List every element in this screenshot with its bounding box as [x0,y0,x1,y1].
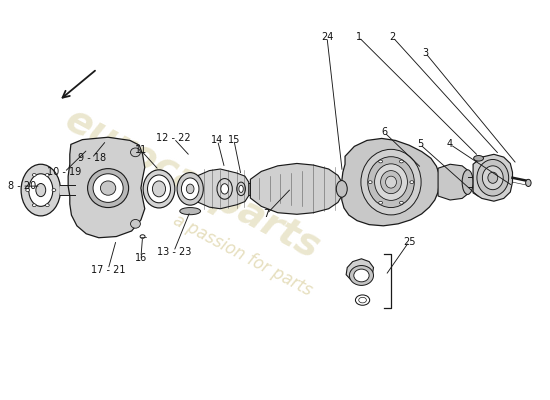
Ellipse shape [32,174,36,176]
Text: eurocarparts: eurocarparts [59,101,327,267]
Ellipse shape [93,174,123,202]
Text: 25: 25 [403,237,415,247]
Ellipse shape [236,182,245,196]
Ellipse shape [29,174,53,206]
Text: 9 - 18: 9 - 18 [78,153,106,163]
Ellipse shape [46,174,50,176]
Polygon shape [473,154,513,201]
Ellipse shape [474,156,483,161]
Ellipse shape [217,178,232,199]
Ellipse shape [368,181,372,184]
Ellipse shape [52,189,56,192]
Text: 1: 1 [356,32,362,42]
Ellipse shape [361,149,421,215]
Polygon shape [250,164,342,214]
Ellipse shape [410,181,414,184]
Ellipse shape [239,185,243,192]
Text: 13 - 23: 13 - 23 [157,247,191,257]
Polygon shape [342,138,439,226]
Polygon shape [346,259,373,282]
Ellipse shape [130,220,140,228]
Polygon shape [438,164,468,200]
Ellipse shape [354,269,369,282]
Ellipse shape [143,170,175,208]
Ellipse shape [36,184,46,197]
Text: 14: 14 [211,136,224,146]
Ellipse shape [386,176,397,188]
Ellipse shape [336,180,347,197]
Ellipse shape [359,297,366,303]
Polygon shape [196,169,249,209]
Ellipse shape [101,181,115,195]
Ellipse shape [32,204,36,206]
Ellipse shape [87,169,129,208]
Ellipse shape [221,184,228,194]
Text: a passion for parts: a passion for parts [169,211,315,300]
Ellipse shape [379,201,383,204]
Text: 10 - 19: 10 - 19 [47,167,81,177]
Ellipse shape [482,166,503,190]
Ellipse shape [147,175,170,203]
Text: 11: 11 [135,145,147,155]
Text: 2: 2 [389,32,396,42]
Polygon shape [68,137,145,238]
Text: 6: 6 [381,128,388,138]
Ellipse shape [46,204,50,206]
Ellipse shape [180,208,201,215]
Ellipse shape [375,164,408,200]
Ellipse shape [355,295,370,305]
Ellipse shape [152,181,166,197]
Ellipse shape [399,160,403,163]
Ellipse shape [488,172,498,183]
Ellipse shape [368,157,414,208]
Text: 8 - 20: 8 - 20 [8,181,36,191]
Ellipse shape [462,170,473,194]
Text: 4: 4 [447,139,453,149]
Ellipse shape [26,189,30,192]
Ellipse shape [399,201,403,204]
Text: 15: 15 [228,136,240,146]
Ellipse shape [140,235,145,238]
Ellipse shape [182,178,199,200]
Text: 17 - 21: 17 - 21 [91,264,125,274]
Ellipse shape [477,160,509,196]
Text: 24: 24 [321,32,333,42]
Ellipse shape [379,160,383,163]
Ellipse shape [130,148,140,157]
Text: 12 - 22: 12 - 22 [156,134,191,144]
Text: 5: 5 [417,139,423,149]
Ellipse shape [526,179,531,186]
Text: 16: 16 [135,252,147,262]
Ellipse shape [349,266,373,286]
Ellipse shape [177,172,204,205]
Text: 7: 7 [263,209,270,219]
Ellipse shape [21,164,60,216]
Text: 3: 3 [422,48,428,58]
Ellipse shape [381,171,402,194]
Ellipse shape [186,184,194,194]
